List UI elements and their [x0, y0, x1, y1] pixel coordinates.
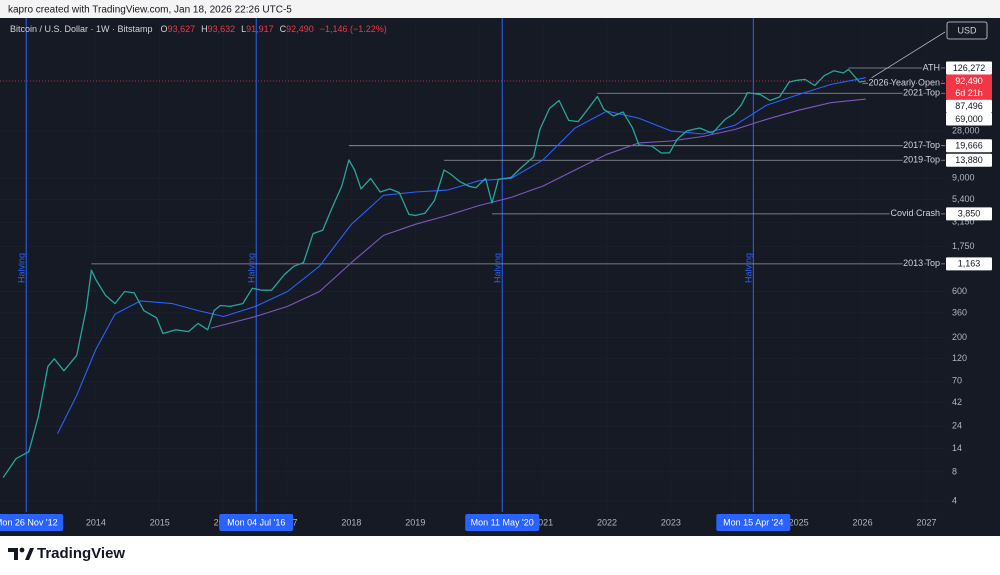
- crosshair-date-label: Mon 11 May '20: [471, 517, 534, 527]
- price-box: [946, 112, 992, 126]
- ohlc-label: H: [201, 24, 208, 34]
- level-label: Covid Crash: [890, 208, 940, 218]
- crosshair-date-box: [716, 514, 791, 531]
- level-label: 2019 Top: [903, 155, 940, 165]
- moving-average: [57, 77, 866, 434]
- y-tick-label: 42: [952, 397, 962, 407]
- brand-name: TradingView: [37, 545, 125, 562]
- crosshair-date-box: [0, 514, 64, 531]
- currency-button[interactable]: [946, 21, 988, 40]
- price-box-label: 3,850: [958, 209, 981, 219]
- chart-background: [0, 18, 1000, 536]
- y-tick-label: 8: [952, 466, 957, 476]
- price-box-label: 19,666: [955, 141, 983, 151]
- price-box: [946, 153, 992, 167]
- price-box-label: 69,000: [955, 114, 983, 124]
- y-tick-label: 600: [952, 286, 967, 296]
- ohlc-value: 93,627: [168, 24, 196, 34]
- price-box-label: 1,163: [958, 259, 981, 269]
- y-tick-label: 9,000: [952, 173, 975, 183]
- level-label: 2026 Yearly Open: [868, 78, 940, 88]
- price-box-label: 92,490: [955, 76, 983, 86]
- ohlc-value: 92,490: [286, 24, 314, 34]
- crosshair-date-box: [465, 514, 540, 531]
- halving-label: Halving: [493, 253, 503, 283]
- overlay: 2014201520162017201820192020202120222023…: [0, 514, 936, 531]
- price-box: [946, 207, 992, 221]
- halving-label: Halving: [17, 253, 27, 283]
- ohlc-value: 91,917: [246, 24, 274, 34]
- y-tick-label: 120: [952, 353, 967, 363]
- footer-bar: [0, 536, 1000, 575]
- price-box: [946, 61, 992, 75]
- y-tick-label: 14: [952, 443, 962, 453]
- x-tick-label: 2021: [533, 517, 553, 527]
- ohlc-label: C: [280, 24, 287, 34]
- x-tick-label: 2027: [916, 517, 936, 527]
- brand-logo: TradingView: [8, 545, 125, 562]
- crosshair-date-label: Mon 26 Nov '12: [0, 517, 58, 527]
- x-tick-label: 2018: [341, 517, 361, 527]
- y-tick-label: 360: [952, 307, 967, 317]
- price-line: [2, 68, 866, 478]
- plot-area: Halving Halving Halving Halving: [0, 18, 945, 512]
- y-tick-label: 70: [952, 376, 962, 386]
- symbol-header: Bitcoin / U.S. Dollar · 1W · Bitstamp O93…: [10, 24, 387, 34]
- crosshair-date-label: Mon 04 Jul '16: [227, 517, 285, 527]
- credit-bar: [0, 0, 1000, 18]
- y-tick-label: 200: [952, 332, 967, 342]
- annotation-line: [867, 31, 946, 81]
- price-box: [946, 257, 992, 271]
- currency-label[interactable]: USD: [957, 25, 977, 35]
- y-tick-label: 4: [952, 495, 957, 505]
- symbol-name: Bitcoin / U.S. Dollar · 1W · Bitstamp: [10, 24, 153, 34]
- price-box-label: 126,272: [953, 63, 986, 73]
- logo-mark: [8, 548, 18, 560]
- halving-label: Halving: [247, 253, 257, 283]
- price-box: [946, 74, 992, 88]
- crosshair-date-box: [219, 514, 294, 531]
- halving-label: Halving: [744, 253, 754, 283]
- y-tick-label: 1,750: [952, 241, 975, 251]
- y-tick-label: 5,400: [952, 194, 975, 204]
- level-label: 2013 Top: [903, 258, 940, 268]
- x-tick-label: 2026: [853, 517, 873, 527]
- price-box-label: 13,880: [955, 155, 983, 165]
- logo-slash: [25, 548, 34, 560]
- crosshair-date-label: Mon 15 Apr '24: [723, 517, 783, 527]
- x-tick-label: 2022: [597, 517, 617, 527]
- ohlc-value: 93,632: [208, 24, 236, 34]
- price-box: [946, 139, 992, 153]
- y-tick-label: 24: [952, 420, 962, 430]
- countdown-label: 6d 21h: [955, 88, 983, 98]
- countdown-box: [946, 86, 992, 99]
- ohlc-label: L: [241, 24, 246, 34]
- level-label: ATH: [923, 62, 940, 72]
- credit-text: kapro created with TradingView.com, Jan …: [8, 5, 292, 16]
- price-box: [946, 99, 992, 113]
- y-tick-label: 3,150: [952, 217, 975, 227]
- x-tick-label: 2015: [150, 517, 170, 527]
- x-tick-label: 2025: [789, 517, 809, 527]
- level-label: 2017 Top: [903, 140, 940, 150]
- y-tick-label: 28,000: [952, 125, 980, 135]
- ohlc-label: O: [161, 24, 168, 34]
- level-label: 2021 Top: [903, 88, 940, 98]
- price-box-label: 87,496: [955, 101, 983, 111]
- logo-dot: [19, 547, 25, 553]
- x-tick-label: 2023: [661, 517, 681, 527]
- x-tick-label: 2019: [405, 517, 425, 527]
- moving-average: [210, 98, 866, 329]
- change-value: −1,146 (−1.22%): [320, 24, 387, 34]
- x-tick-label: 2014: [86, 517, 106, 527]
